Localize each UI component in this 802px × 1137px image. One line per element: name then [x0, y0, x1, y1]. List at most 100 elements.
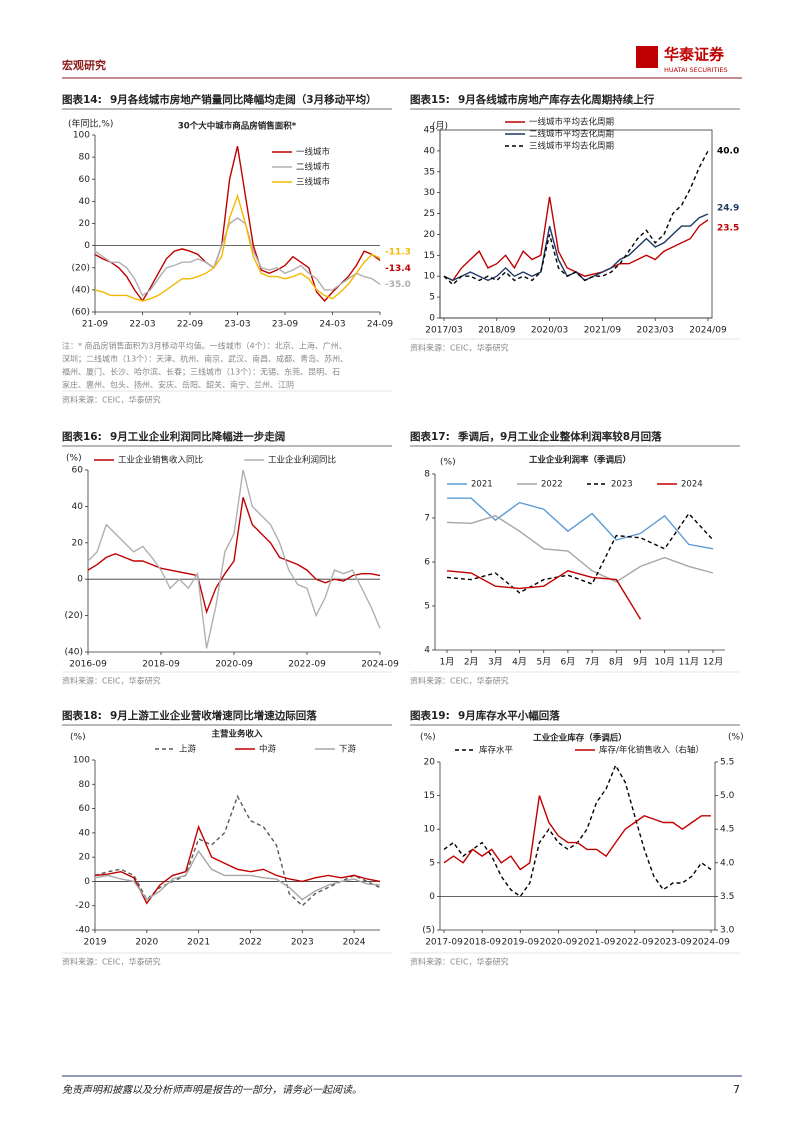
logo-en: HUATAI SECURITIES — [664, 66, 728, 74]
figure-label: 图表14: — [62, 93, 102, 106]
chart-subtitle: 主营业务收入 — [211, 729, 263, 740]
note-line: 福州、厦门、长沙、哈尔滨、长春；三线城市（13个）：无锡、东莞、昆明、石 — [62, 367, 340, 377]
y-tick-label: 0 — [84, 877, 90, 887]
y-tick-label: 10 — [424, 272, 436, 282]
x-tick-label: 7月 — [585, 657, 600, 668]
x-tick-label: 23-03 — [224, 320, 250, 330]
x-tick-label: 2022-09 — [288, 660, 326, 670]
y-tick-label: 100 — [73, 131, 90, 141]
x-tick-label: 2月 — [464, 657, 479, 668]
y-tick-label: 8 — [424, 470, 430, 480]
x-tick-label: 2017/03 — [425, 326, 462, 336]
y2-tick-label: 5.0 — [720, 791, 735, 801]
note-line: 注：* 商品房销售面积为3月移动平均值。一线城市（4个）：北京、上海、广州、 — [62, 341, 347, 351]
legend-label: 库存/年化销售收入（右轴） — [599, 745, 704, 756]
x-tick-label: 2024 — [343, 938, 366, 948]
y-tick-label: 0 — [84, 241, 90, 251]
legend-label: 上游 — [179, 744, 197, 755]
page-number: 7 — [733, 1083, 740, 1096]
series-line — [446, 512, 714, 594]
note-line: 家庄、惠州、包头、扬州、安庆、岳阳、韶关、南宁、兰州、江阴 — [62, 380, 294, 390]
end-label: -11.3 — [385, 248, 411, 258]
y-tick-label: 100 — [73, 756, 90, 766]
end-label: -13.4 — [385, 264, 411, 274]
figure-label: 图表19: — [410, 709, 450, 722]
figure-title: 季调后，9月工业企业整体利润率较8月回落 — [457, 430, 662, 443]
y-axis-label: (%) — [420, 733, 436, 743]
figure-title: 9月上游工业企业营收增速同比增速边际回落 — [110, 709, 317, 722]
x-tick-label: 22-03 — [129, 320, 155, 330]
x-tick-label: 2020-09 — [215, 660, 253, 670]
y-tick-label: 40 — [79, 828, 91, 838]
legend-label: 一线城市平均去化周期 — [529, 117, 614, 128]
y-axis-label: (%) — [70, 733, 86, 743]
series-line — [94, 849, 381, 901]
figure-title: 9月各线城市房地产销量同比降幅均走阔（3月移动平均） — [110, 93, 377, 106]
source: 资料来源：CEIC，华泰研究 — [62, 395, 161, 405]
x-tick-label: 2022 — [239, 938, 262, 948]
x-tick-label: 12月 — [703, 657, 723, 668]
y2-tick-label: 4.0 — [720, 858, 735, 868]
y-tick-label: 20 — [79, 853, 91, 863]
x-tick-label: 2020-09 — [540, 938, 578, 948]
series-line — [443, 795, 711, 871]
logo-cn: 华泰证券 — [664, 46, 725, 64]
chart-subtitle: 工业企业库存（季调后） — [533, 733, 627, 744]
chart-subtitle: 30个大中城市商品房销售面积* — [178, 121, 297, 132]
y-tick-label: 60 — [79, 175, 91, 185]
figure-label: 图表16: — [62, 430, 102, 443]
y-axis-label: (月) — [432, 121, 448, 132]
series-line — [443, 150, 709, 286]
series-line — [446, 570, 642, 620]
legend-label: 二线城市 — [296, 162, 331, 173]
y-tick-label: 5 — [429, 858, 435, 868]
x-tick-label: 5月 — [536, 657, 551, 668]
legend-label: 库存水平 — [479, 745, 514, 756]
legend-label: 一线城市 — [296, 147, 331, 158]
x-tick-label: 8月 — [609, 657, 624, 668]
series-line — [94, 193, 381, 302]
x-tick-label: 9月 — [633, 657, 648, 668]
source: 资料来源：CEIC，华泰研究 — [410, 676, 509, 686]
y-tick-label: (60) — [72, 308, 90, 318]
y-tick-label: 7 — [424, 514, 430, 524]
x-tick-label: 2020/03 — [531, 326, 568, 336]
x-tick-label: 2020 — [135, 938, 158, 948]
end-label: 40.0 — [717, 146, 739, 156]
y-tick-label: (20) — [72, 263, 90, 273]
y-axis-label: (%) — [66, 454, 82, 464]
y-tick-label: 25 — [424, 209, 435, 219]
x-tick-label: 2019 — [84, 938, 107, 948]
end-label: -35.0 — [385, 280, 411, 290]
x-tick-label: 23-09 — [272, 320, 298, 330]
x-tick-label: 24-03 — [319, 320, 345, 330]
y-tick-label: 40 — [424, 146, 436, 156]
y-tick-label: 10 — [424, 825, 436, 835]
y-tick-label: 5 — [424, 602, 430, 612]
chart-subtitle: 工业企业利润率（季调后） — [529, 455, 631, 466]
x-tick-label: 2018-09 — [142, 660, 180, 670]
figure-label: 图表18: — [62, 709, 102, 722]
x-tick-label: 2021/09 — [584, 326, 622, 336]
source: 资料来源：CEIC，华泰研究 — [62, 957, 161, 967]
figure-label: 图表15: — [410, 93, 450, 106]
series-line — [87, 469, 381, 649]
source: 资料来源：CEIC，华泰研究 — [410, 957, 509, 967]
x-tick-label: 2016-09 — [69, 660, 107, 670]
y-tick-label: 80 — [79, 780, 91, 790]
x-tick-label: 1月 — [440, 657, 455, 668]
x-tick-label: 2021 — [187, 938, 210, 948]
legend-label: 2021 — [471, 480, 493, 490]
plot-frame — [439, 129, 713, 319]
section-name: 宏观研究 — [62, 58, 106, 72]
x-tick-label: 21-09 — [82, 320, 108, 330]
source: 资料来源：CEIC，华泰研究 — [410, 343, 509, 353]
y-tick-label: 20 — [424, 230, 436, 240]
x-tick-label: 2023/03 — [637, 326, 674, 336]
legend-label: 2023 — [611, 480, 633, 490]
legend-label: 下游 — [339, 744, 357, 755]
y-tick-label: 15 — [424, 791, 435, 801]
legend-label: 二线城市平均去化周期 — [529, 129, 614, 140]
y-tick-label: (5) — [422, 926, 435, 936]
x-tick-label: 6月 — [561, 657, 576, 668]
